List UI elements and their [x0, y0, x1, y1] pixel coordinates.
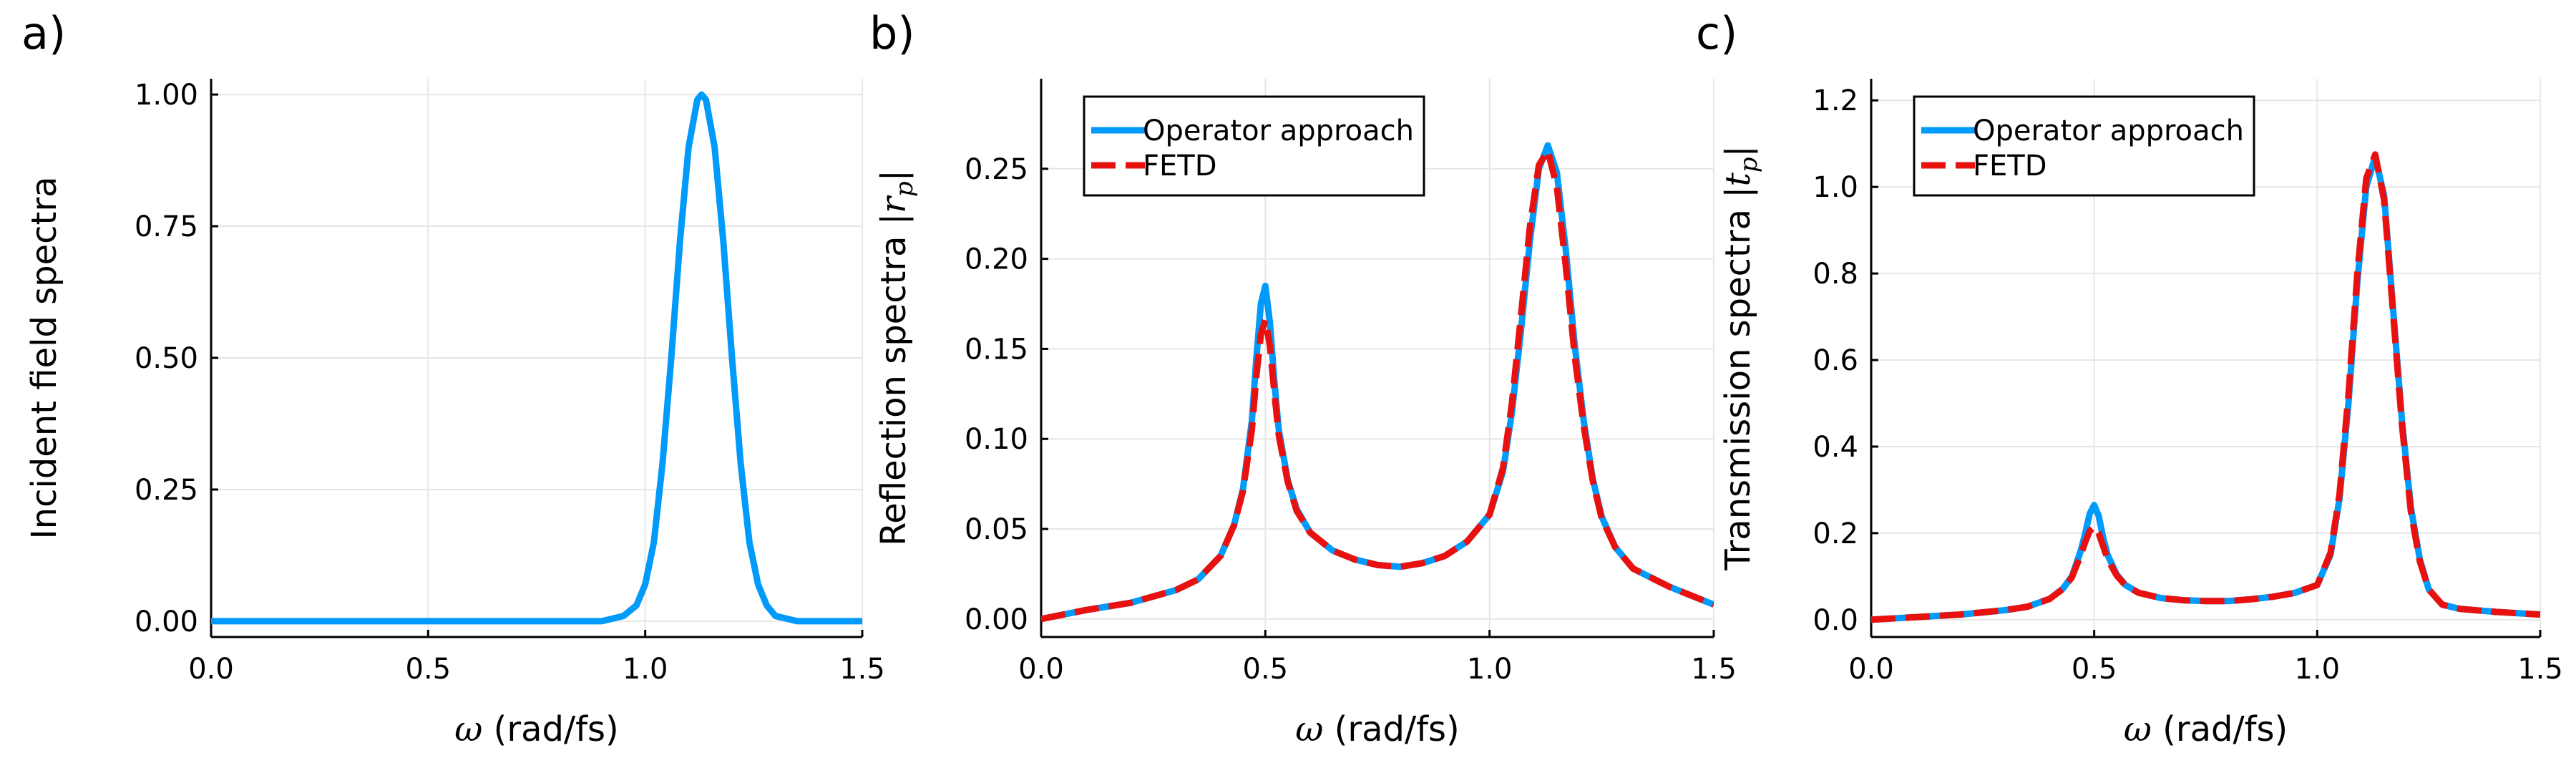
- x-axis-label: ω (rad/fs): [2124, 709, 2288, 749]
- series-line-operator-approach: [1871, 153, 2540, 623]
- legend-entry: FETD: [1973, 150, 2047, 183]
- x-axis-label: ω (rad/fs): [1295, 709, 1460, 749]
- x-tick-label: 0.5: [1243, 653, 1289, 686]
- panel-c: 0.0 0.5 1.0 1.5 0.0 0.2 0.4 0.6 0.8 1.0 1.2 ω (rad/…: [1696, 7, 2563, 749]
- legend-entry: Operator approach: [1973, 115, 2244, 147]
- y-axis-label: Transmission spectra |tp|: [1718, 145, 1763, 570]
- x-tick-label: 1.0: [623, 653, 668, 686]
- y-tick-label: 0.4: [1813, 431, 1858, 464]
- x-tick-label: 0.0: [1848, 653, 1894, 686]
- legend-entry: FETD: [1143, 150, 1217, 183]
- y-tick-label: 1.0: [1813, 171, 1858, 204]
- y-tick-label: 1.2: [1813, 84, 1858, 117]
- x-tick-label: 0.5: [2072, 653, 2117, 686]
- y-tick-label: 0.00: [135, 606, 198, 638]
- y-tick-label: 0.6: [1813, 344, 1858, 377]
- y-tick-label: 0.2: [1813, 517, 1858, 550]
- x-tick-label: 1.0: [1467, 653, 1513, 686]
- x-tick-label: 0.0: [188, 653, 234, 686]
- panel-label: c): [1696, 7, 1737, 59]
- y-tick-label: 0.25: [965, 153, 1028, 186]
- x-tick-label: 0.0: [1018, 653, 1064, 686]
- y-tick-label: 0.8: [1813, 258, 1858, 291]
- legend-box: [1083, 95, 1425, 197]
- y-tick-label: 0.20: [965, 243, 1028, 276]
- y-tick-label: 0.15: [965, 333, 1028, 366]
- y-tick-label: 1.00: [135, 79, 198, 112]
- y-tick-label: 0.50: [135, 342, 198, 375]
- panel-b: 0.0 0.5 1.0 1.5 0.00 0.05 0.10 0.15 0.20 0.25 ω (r…: [869, 7, 1737, 749]
- series-line-fetd: [1041, 147, 1714, 623]
- y-axis-label: Reflection spectra |rp|: [874, 170, 919, 546]
- y-tick-label: 0.00: [965, 603, 1028, 636]
- panel-label: b): [869, 7, 915, 59]
- y-tick-label: 0.05: [965, 513, 1028, 546]
- x-tick-label: 1.5: [839, 653, 885, 686]
- panel-a: 0.0 0.5 1.0 1.5 0.00 0.25 0.50 0.75 1.00 ω (rad/f…: [21, 7, 885, 749]
- y-tick-label: 0.0: [1813, 604, 1858, 637]
- y-tick-label: 0.25: [135, 474, 198, 507]
- legend-box: [1913, 95, 2255, 197]
- y-tick-label: 0.75: [135, 210, 198, 243]
- y-axis-label: Incident field spectra: [24, 177, 64, 540]
- x-tick-label: 1.0: [2295, 653, 2341, 686]
- x-tick-label: 1.5: [2517, 653, 2563, 686]
- series-line-incident-spectrum: [211, 91, 862, 625]
- y-tick-label: 0.10: [965, 423, 1028, 456]
- panel-label: a): [21, 7, 66, 59]
- series-line-fetd: [1871, 151, 2540, 623]
- x-tick-label: 1.5: [1691, 653, 1737, 686]
- x-tick-label: 0.5: [406, 653, 452, 686]
- x-axis-label: ω (rad/fs): [454, 709, 619, 749]
- legend-entry: Operator approach: [1143, 115, 1414, 147]
